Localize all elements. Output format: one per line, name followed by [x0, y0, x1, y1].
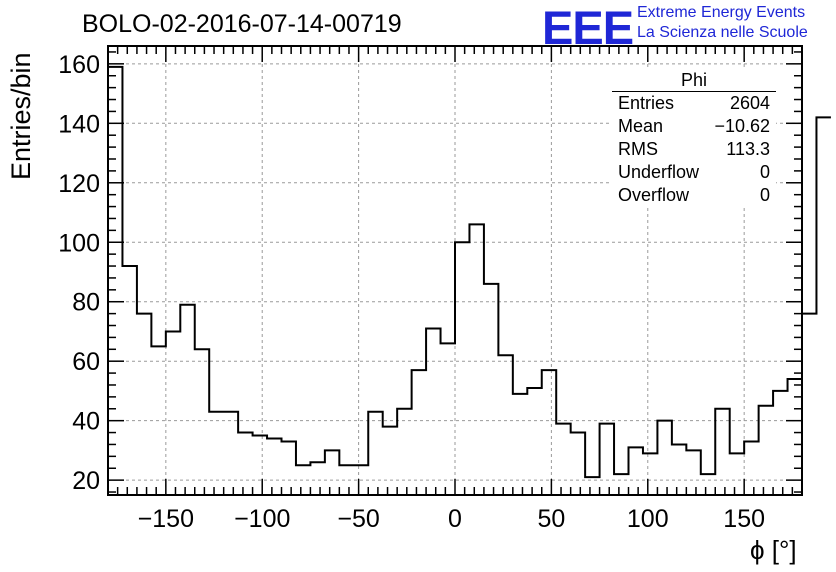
x-tick-label: −50	[337, 505, 379, 533]
histogram-step-line	[108, 65, 831, 479]
stats-box: Phi Entries 2604 Mean −10.62 RMS 113.3 U…	[612, 70, 776, 207]
x-tick-label: −150	[138, 505, 194, 533]
y-tick-label: 100	[58, 229, 100, 257]
x-tick-label: 100	[627, 505, 669, 533]
stats-row-overflow: Overflow 0	[612, 184, 776, 207]
logo-line-2: La Scienza nelle Scuole	[637, 24, 808, 41]
stats-value: 0	[759, 162, 770, 182]
y-tick-label: 160	[58, 51, 100, 79]
stats-label: Entries	[618, 93, 675, 113]
stats-value: −10.62	[714, 116, 770, 136]
stats-value: 2604	[729, 93, 770, 113]
stats-title: Phi	[612, 70, 776, 92]
x-tick-label: 150	[723, 505, 765, 533]
stats-label: Mean	[618, 116, 664, 136]
y-tick-label: 40	[72, 408, 100, 436]
x-tick-label: 0	[448, 505, 462, 533]
stats-row-rms: RMS 113.3	[612, 138, 776, 161]
stats-label: Underflow	[618, 162, 700, 182]
x-tick-labels: −150 −100 −50 0 50 100 150	[138, 505, 765, 533]
y-tick-label: 60	[72, 348, 100, 376]
chart-title: BOLO-02-2016-07-14-00719	[82, 10, 402, 38]
stats-row-mean: Mean −10.62	[612, 115, 776, 138]
x-axis-label: ϕ [°]	[750, 535, 797, 565]
stats-value: 113.3	[726, 139, 770, 159]
x-tick-label: 50	[537, 505, 565, 533]
eee-logo: EEE	[542, 1, 634, 54]
y-tick-label: 80	[72, 289, 100, 317]
y-tick-label: 140	[58, 110, 100, 138]
y-tick-labels: 20 40 60 80 100 120 140 160	[58, 51, 100, 495]
y-tick-label: 120	[58, 170, 100, 198]
stats-value: 0	[759, 185, 770, 205]
stats-label: Overflow	[618, 185, 690, 205]
x-tick-label: −100	[234, 505, 290, 533]
stats-row-underflow: Underflow 0	[612, 161, 776, 184]
logo-line-1: Extreme Energy Events	[637, 4, 806, 21]
stats-label: RMS	[618, 139, 658, 159]
axis-ticks	[108, 46, 802, 495]
stats-row-entries: Entries 2604	[612, 92, 776, 115]
y-axis-label: Entries/bin	[6, 52, 36, 180]
y-tick-label: 20	[72, 467, 100, 495]
